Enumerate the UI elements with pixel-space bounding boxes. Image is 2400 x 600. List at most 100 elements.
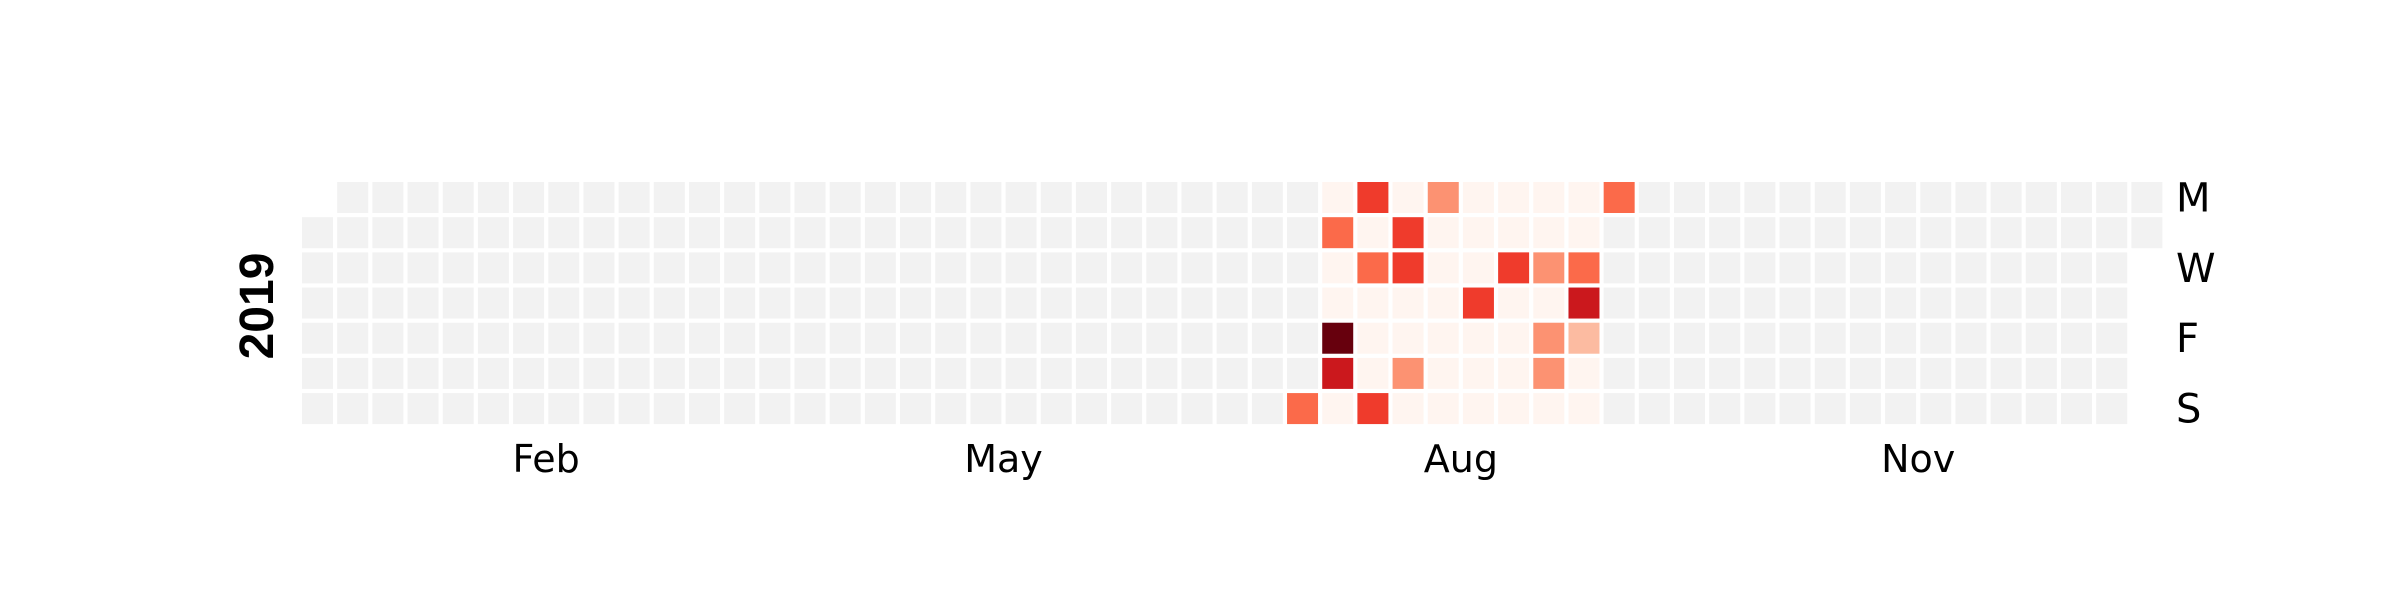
heatmap-cell [442, 252, 474, 284]
heatmap-cell [688, 357, 720, 389]
heatmap-cell [337, 217, 369, 249]
heatmap-cell [970, 287, 1002, 319]
year-label: 2019 [231, 253, 284, 360]
heatmap-cell [1779, 322, 1811, 354]
heatmap-cell [1251, 287, 1283, 319]
heatmap-cell [1744, 252, 1776, 284]
heatmap-cell [1146, 393, 1178, 425]
heatmap-cell [1392, 287, 1424, 319]
heatmap-cell [2096, 217, 2128, 249]
heatmap-cell [407, 182, 439, 213]
heatmap-cell [1990, 182, 2022, 213]
heatmap-cell [1181, 182, 1213, 213]
heatmap-cell [372, 217, 404, 249]
heatmap-cell [2025, 182, 2057, 213]
heatmap-cell [1638, 287, 1670, 319]
heatmap-cell [2131, 182, 2163, 213]
heatmap-cell [1181, 287, 1213, 319]
heatmap-cell [1920, 287, 1952, 319]
heatmap-cell [2061, 217, 2092, 249]
day-label: F [2176, 316, 2199, 362]
heatmap-cell [513, 322, 545, 354]
heatmap-cell [1075, 393, 1107, 425]
heatmap-cell [1357, 393, 1389, 425]
heatmap-cell [2061, 357, 2092, 389]
heatmap-cell [372, 252, 404, 284]
heatmap-cell [1990, 252, 2022, 284]
heatmap-cell [935, 252, 967, 284]
heatmap-cell [618, 217, 650, 249]
heatmap-cell [759, 393, 791, 425]
month-label: May [964, 437, 1043, 481]
heatmap-cell [1498, 217, 1530, 249]
heatmap-cell [1920, 357, 1952, 389]
heatmap-cell [1709, 357, 1741, 389]
heatmap-cell [372, 322, 404, 354]
heatmap-cell [1005, 393, 1037, 425]
heatmap-cell [1603, 252, 1635, 284]
heatmap-cell [372, 393, 404, 425]
heatmap-cell [1920, 217, 1952, 249]
heatmap-cell [970, 252, 1002, 284]
heatmap-cell [829, 393, 861, 425]
heatmap-cell [1216, 322, 1248, 354]
heatmap-cell [1216, 252, 1248, 284]
heatmap-cell [1005, 322, 1037, 354]
heatmap-cell [970, 217, 1002, 249]
heatmap-cell [513, 357, 545, 389]
heatmap-cell [1392, 357, 1424, 389]
heatmap-cell [1779, 357, 1811, 389]
heatmap-cell [337, 357, 369, 389]
day-label: S [2176, 387, 2201, 433]
heatmap-cell [442, 357, 474, 389]
heatmap-cell [900, 322, 932, 354]
heatmap-cell [1603, 393, 1635, 425]
heatmap-cell [688, 393, 720, 425]
heatmap-cell [407, 217, 439, 249]
heatmap-cell [1005, 252, 1037, 284]
heatmap-cell [1814, 217, 1846, 249]
heatmap-cell [1357, 182, 1389, 213]
heatmap-cell [1955, 393, 1987, 425]
heatmap-cell [1674, 182, 1706, 213]
heatmap-cell [1075, 357, 1107, 389]
heatmap-cell [900, 217, 932, 249]
heatmap-cell [583, 357, 615, 389]
heatmap-cell [2025, 217, 2057, 249]
heatmap-cell [1885, 322, 1917, 354]
heatmap-cell [477, 393, 509, 425]
heatmap-cell [2061, 287, 2092, 319]
heatmap-cell [653, 393, 685, 425]
heatmap-cell [1040, 252, 1072, 284]
heatmap-cell [1216, 393, 1248, 425]
heatmap-cell [1603, 357, 1635, 389]
heatmap-cell [688, 322, 720, 354]
heatmap-cell [372, 357, 404, 389]
heatmap-cell [794, 322, 826, 354]
heatmap-cell [653, 217, 685, 249]
heatmap-cell [1603, 217, 1635, 249]
heatmap-cell [1427, 217, 1459, 249]
heatmap-cell [1885, 252, 1917, 284]
heatmap-cell [1638, 393, 1670, 425]
heatmap-cell [1744, 393, 1776, 425]
heatmap-cell [900, 393, 932, 425]
heatmap-cell [1814, 182, 1846, 213]
heatmap-cell [1427, 393, 1459, 425]
heatmap-cell [1814, 287, 1846, 319]
heatmap-cell [1849, 182, 1881, 213]
heatmap-cell [1111, 287, 1143, 319]
heatmap-cell [724, 217, 756, 249]
heatmap-cell [653, 357, 685, 389]
heatmap-cell [759, 217, 791, 249]
heatmap-cell [1498, 182, 1530, 213]
heatmap-cell [618, 252, 650, 284]
heatmap-cell [1885, 393, 1917, 425]
heatmap-cell [829, 322, 861, 354]
heatmap-cell [1216, 217, 1248, 249]
heatmap-cell [1814, 252, 1846, 284]
heatmap-cell [794, 357, 826, 389]
heatmap-cell [1498, 252, 1530, 284]
heatmap-cell [1287, 287, 1319, 319]
heatmap-cell [583, 182, 615, 213]
